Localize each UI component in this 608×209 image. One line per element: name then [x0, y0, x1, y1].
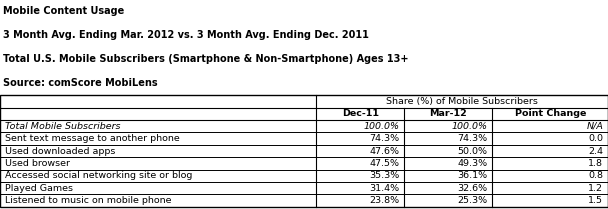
Text: 1.2: 1.2 [588, 184, 603, 193]
Text: 49.3%: 49.3% [457, 159, 488, 168]
Text: 32.6%: 32.6% [457, 184, 488, 193]
Text: 100.0%: 100.0% [452, 122, 488, 131]
Text: Accessed social networking site or blog: Accessed social networking site or blog [5, 171, 192, 180]
Text: Source: comScore MobiLens: Source: comScore MobiLens [3, 78, 157, 88]
Text: Share (%) of Mobile Subscribers: Share (%) of Mobile Subscribers [386, 97, 538, 106]
Text: Total Mobile Subscribers: Total Mobile Subscribers [5, 122, 120, 131]
Text: 23.8%: 23.8% [369, 196, 399, 205]
Text: 74.3%: 74.3% [457, 134, 488, 143]
Text: 35.3%: 35.3% [369, 171, 399, 180]
Text: 2.4: 2.4 [588, 147, 603, 155]
Text: 36.1%: 36.1% [457, 171, 488, 180]
Text: N/A: N/A [586, 122, 603, 131]
Text: Used downloaded apps: Used downloaded apps [5, 147, 116, 155]
Text: Used browser: Used browser [5, 159, 70, 168]
Text: Dec-11: Dec-11 [342, 109, 379, 118]
Text: 47.6%: 47.6% [370, 147, 399, 155]
Text: 50.0%: 50.0% [458, 147, 488, 155]
Text: 100.0%: 100.0% [364, 122, 399, 131]
Text: 74.3%: 74.3% [369, 134, 399, 143]
Text: Listened to music on mobile phone: Listened to music on mobile phone [5, 196, 171, 205]
Text: 3 Month Avg. Ending Mar. 2012 vs. 3 Month Avg. Ending Dec. 2011: 3 Month Avg. Ending Mar. 2012 vs. 3 Mont… [3, 30, 369, 40]
Text: Mobile Content Usage: Mobile Content Usage [3, 6, 124, 16]
Text: Mar-12: Mar-12 [429, 109, 468, 118]
Text: Total U.S. Mobile Subscribers (Smartphone & Non-Smartphone) Ages 13+: Total U.S. Mobile Subscribers (Smartphon… [3, 54, 409, 64]
Text: 31.4%: 31.4% [369, 184, 399, 193]
Text: 47.5%: 47.5% [370, 159, 399, 168]
Text: 1.8: 1.8 [588, 159, 603, 168]
Text: 0.0: 0.0 [588, 134, 603, 143]
Text: Sent text message to another phone: Sent text message to another phone [5, 134, 179, 143]
Text: 0.8: 0.8 [588, 171, 603, 180]
Text: Point Change: Point Change [514, 109, 586, 118]
Text: Played Games: Played Games [5, 184, 73, 193]
Text: 25.3%: 25.3% [457, 196, 488, 205]
Text: 1.5: 1.5 [588, 196, 603, 205]
